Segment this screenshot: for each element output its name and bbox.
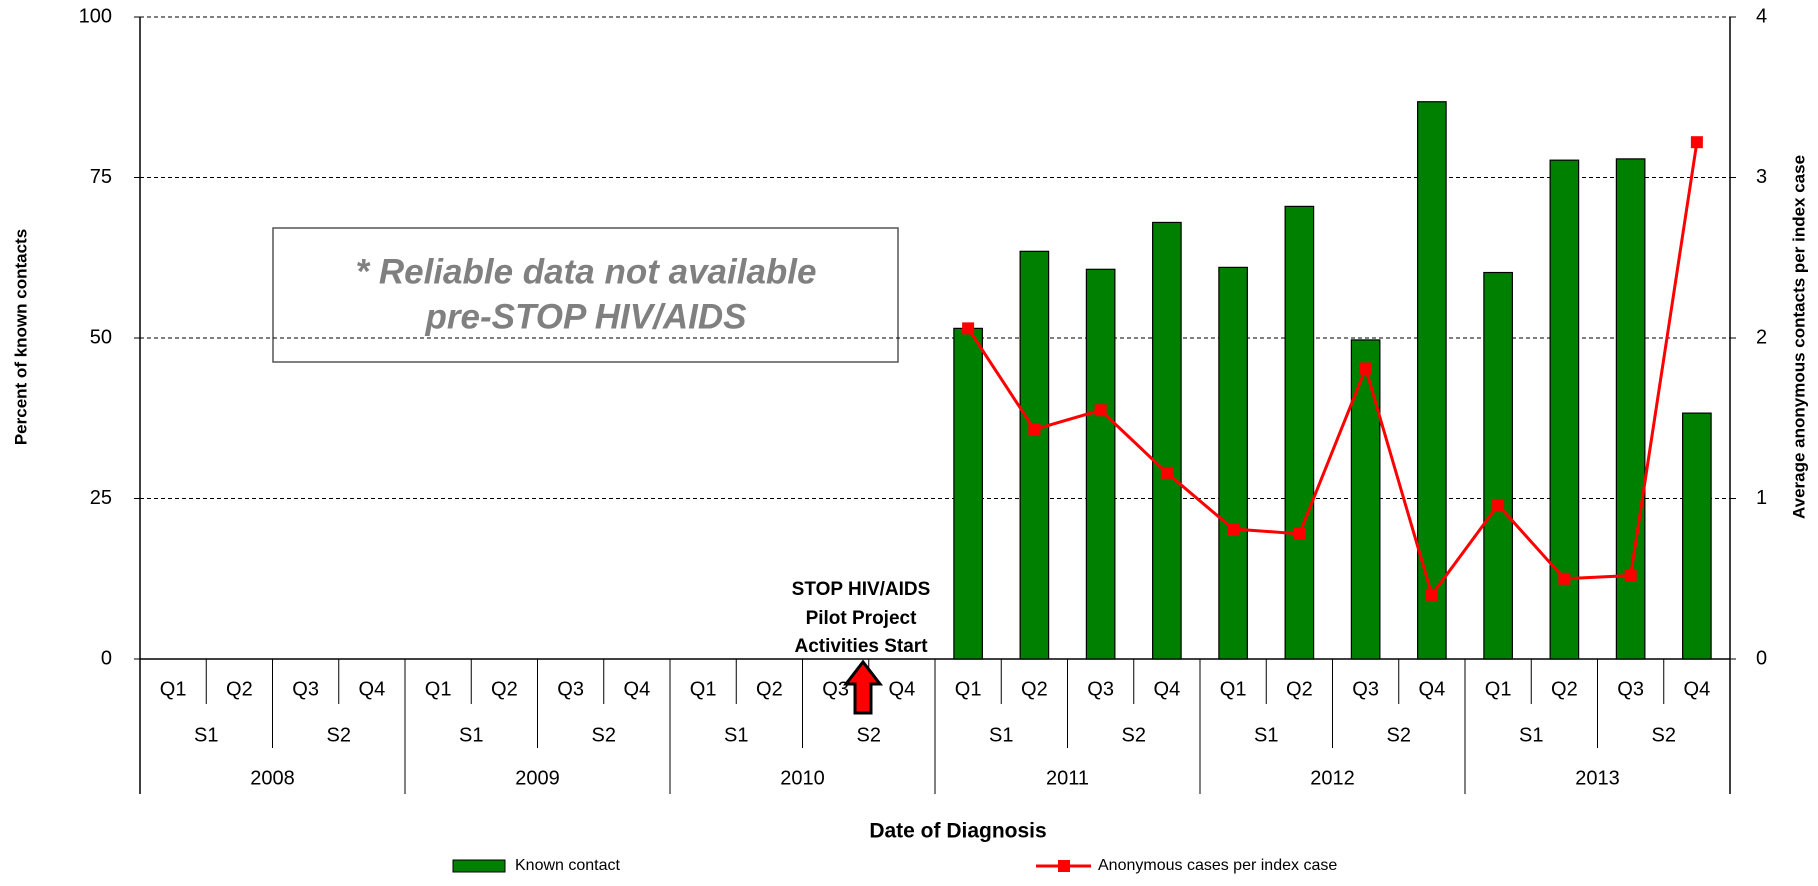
y-tick-label: 75 [90, 166, 112, 188]
year-label: 2013 [1575, 767, 1620, 789]
y2-axis-label: Average anonymous contacts per index cas… [1789, 155, 1808, 519]
bar [1417, 101, 1447, 660]
line [966, 141, 1699, 599]
half-label: S1 [1519, 724, 1543, 746]
x-tick-label: Q4 [624, 678, 651, 700]
x-tick-label: Q1 [160, 678, 187, 700]
x-tick-label: Q4 [889, 678, 916, 700]
x-tick-label: Q3 [822, 678, 849, 700]
bar [1152, 221, 1182, 660]
bar [1483, 271, 1513, 660]
x-tick-label: Q4 [359, 678, 386, 700]
line-marker [1359, 362, 1372, 375]
year-label: 2010 [780, 767, 825, 789]
bar [1085, 268, 1116, 660]
bar [1682, 412, 1712, 660]
half-label: S1 [724, 724, 748, 746]
half-label: S1 [459, 724, 483, 746]
x-tick-label: Q4 [1154, 678, 1181, 700]
bar [953, 327, 983, 660]
year-label: 2012 [1310, 767, 1355, 789]
line-marker [1425, 588, 1438, 601]
x-tick-label: Q4 [1419, 678, 1446, 700]
x-tick-label: Q3 [292, 678, 319, 700]
half-label: S2 [1122, 724, 1146, 746]
year-label: 2011 [1046, 767, 1089, 789]
y2-tick-label: 0 [1756, 647, 1767, 669]
line-marker [1160, 466, 1173, 479]
x-tick-label: Q3 [1087, 678, 1114, 700]
y-axis-label: Percent of known contacts [11, 229, 30, 445]
half-label: S2 [857, 724, 881, 746]
line-marker [1028, 423, 1041, 436]
x-tick-label: Q2 [226, 678, 253, 700]
note-line: * Reliable data not available [356, 252, 817, 291]
bar [1615, 158, 1646, 660]
legend-label: Known contact [515, 857, 621, 874]
x-tick-label: Q1 [1220, 678, 1247, 700]
line-marker [1293, 527, 1306, 540]
half-label: S2 [592, 724, 616, 746]
half-label: S2 [1652, 724, 1676, 746]
half-label: S1 [989, 724, 1013, 746]
half-label: S1 [194, 724, 218, 746]
line-marker [1492, 498, 1505, 511]
note-box [272, 227, 899, 363]
year-label: 2008 [250, 767, 295, 789]
x-tick-label: Q1 [425, 678, 452, 700]
y2-tick-label: 1 [1756, 487, 1767, 509]
line-marker [1558, 572, 1571, 585]
line-marker [962, 322, 975, 335]
start-arrow [842, 659, 884, 715]
year-label: 2009 [515, 767, 560, 789]
half-label: S2 [1387, 724, 1411, 746]
start-label: Pilot Project [806, 608, 918, 629]
x-tick-label: Q3 [557, 678, 584, 700]
line-marker [1690, 136, 1703, 149]
bar [1284, 205, 1315, 660]
x-tick-label: Q3 [1617, 678, 1644, 700]
x-tick-label: Q3 [1352, 678, 1379, 700]
x-tick-label: Q1 [955, 678, 982, 700]
half-label: S1 [1254, 724, 1278, 746]
x-axis-label: Date of Diagnosis [869, 820, 1046, 843]
legend-swatch [1058, 860, 1070, 872]
start-label: Activities Start [794, 636, 928, 657]
x-tick-label: Q2 [1286, 678, 1313, 700]
legend-label: Anonymous cases per index case [1098, 857, 1337, 874]
legend-swatch [452, 859, 506, 873]
y2-tick-label: 4 [1756, 5, 1767, 27]
line-marker [1094, 404, 1107, 417]
y-tick-label: 100 [79, 5, 112, 27]
x-tick-label: Q4 [1684, 678, 1711, 700]
y-tick-label: 50 [90, 326, 112, 348]
bar [1019, 250, 1050, 660]
note-line: pre-STOP HIV/AIDS [425, 297, 747, 336]
half-label: S2 [327, 724, 351, 746]
line-marker [1624, 569, 1637, 582]
start-label: STOP HIV/AIDS [792, 579, 931, 600]
x-tick-label: Q2 [491, 678, 518, 700]
y2-tick-label: 2 [1756, 326, 1767, 348]
x-tick-label: Q2 [1021, 678, 1048, 700]
y2-tick-label: 3 [1756, 166, 1767, 188]
y-tick-label: 0 [101, 647, 112, 669]
bar [1218, 266, 1248, 660]
line-marker [1227, 522, 1240, 535]
x-tick-label: Q1 [1485, 678, 1512, 700]
x-tick-label: Q1 [690, 678, 717, 700]
x-tick-label: Q2 [1551, 678, 1578, 700]
y-tick-label: 25 [90, 487, 112, 509]
x-tick-label: Q2 [756, 678, 783, 700]
bar [1350, 339, 1381, 660]
